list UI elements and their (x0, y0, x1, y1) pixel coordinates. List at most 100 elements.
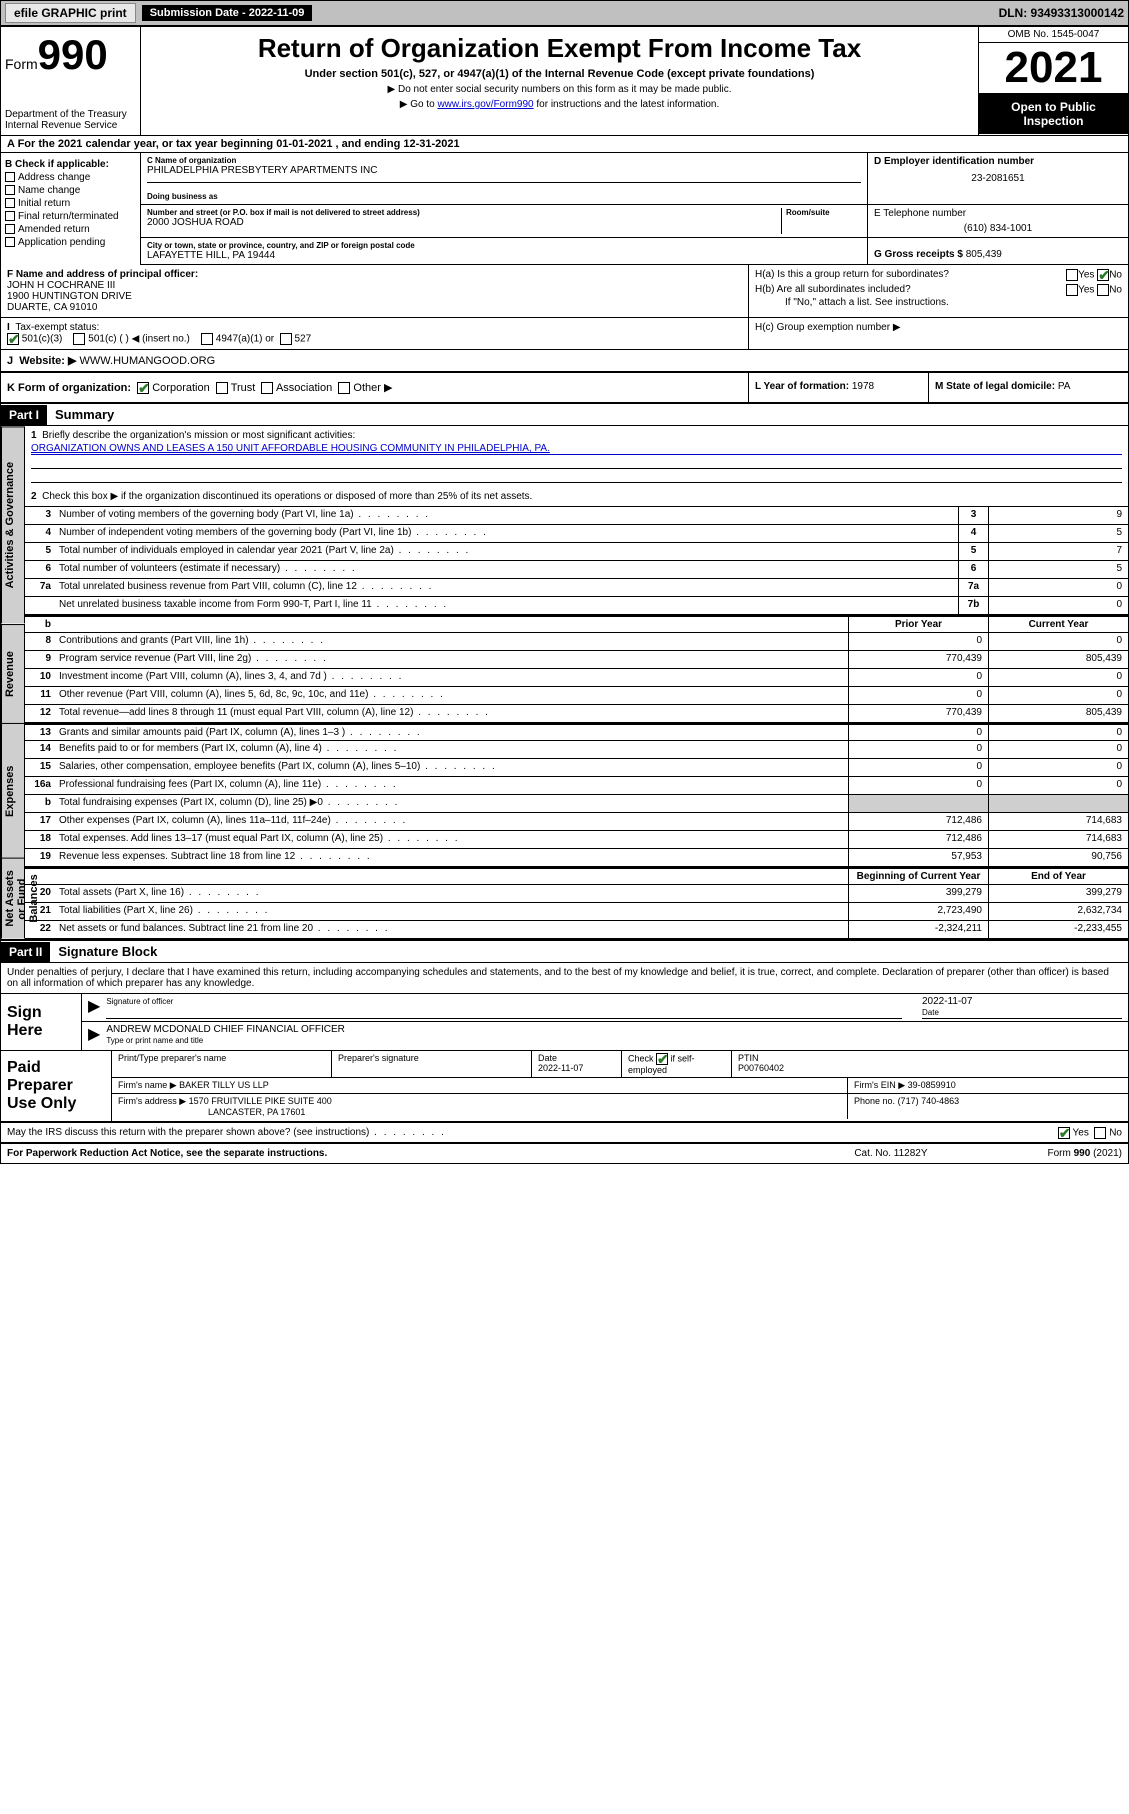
other-check[interactable] (338, 382, 350, 394)
firm-addr-label: Firm's address ▶ (118, 1096, 186, 1106)
name-title-label: Type or print name and title (106, 1036, 203, 1045)
corp-check[interactable] (137, 382, 149, 394)
mission-block: 1 Briefly describe the organization's mi… (25, 426, 1128, 507)
form-org-label: K Form of organization: (7, 382, 131, 394)
irs-link[interactable]: www.irs.gov/Form990 (437, 99, 533, 110)
summary-line: 11Other revenue (Part VIII, column (A), … (25, 687, 1128, 705)
ptin-value: P00760402 (738, 1063, 784, 1073)
colb-item[interactable]: Application pending (5, 237, 136, 248)
4947-check[interactable] (201, 333, 213, 345)
ha-yes[interactable] (1066, 269, 1078, 281)
note2-pre: ▶ Go to (400, 99, 438, 110)
end-year-hdr: End of Year (988, 869, 1128, 884)
dln: DLN: 93493313000142 (999, 6, 1124, 20)
colb-item[interactable]: Name change (5, 185, 136, 196)
firm-name-label: Firm's name ▶ (118, 1080, 177, 1090)
footer: For Paperwork Reduction Act Notice, see … (1, 1144, 1128, 1163)
date-label: Date (922, 1008, 939, 1017)
colb-item[interactable]: Initial return (5, 198, 136, 209)
header-mid: Return of Organization Exempt From Incom… (141, 27, 978, 135)
ha-no[interactable] (1097, 269, 1109, 281)
tel-value: (610) 834-1001 (874, 223, 1122, 234)
summary-line: 10Investment income (Part VIII, column (… (25, 669, 1128, 687)
summary-line: 17Other expenses (Part IX, column (A), l… (25, 813, 1128, 831)
blank: b (25, 617, 55, 632)
city-value: LAFAYETTE HILL, PA 19444 (147, 250, 861, 261)
assoc-check[interactable] (261, 382, 273, 394)
city-label: City or town, state or province, country… (147, 241, 861, 250)
note-ssn: ▶ Do not enter social security numbers o… (147, 84, 972, 95)
501c-check[interactable] (73, 333, 85, 345)
hb-label: H(b) Are all subordinates included? (755, 284, 911, 295)
sig-officer-label: Signature of officer (106, 997, 173, 1006)
hb-no[interactable] (1097, 284, 1109, 296)
sign-here-label: Sign Here (1, 994, 81, 1050)
website-label: Website: ▶ (19, 355, 76, 367)
discuss-yes[interactable] (1058, 1127, 1070, 1139)
opt-corp: Corporation (152, 382, 209, 394)
hb-yes[interactable] (1066, 284, 1078, 296)
domicile-label: M State of legal domicile: (935, 381, 1055, 392)
527-check[interactable] (280, 333, 292, 345)
mission-text[interactable]: ORGANIZATION OWNS AND LEASES A 150 UNIT … (31, 443, 1122, 455)
colb-item[interactable]: Final return/terminated (5, 211, 136, 222)
row-klm: K Form of organization: Corporation Trus… (1, 373, 1128, 404)
dba-label: Doing business as (147, 192, 861, 201)
no3: No (1109, 1128, 1122, 1139)
part2-title: Signature Block (50, 941, 165, 962)
summary-line: 16aProfessional fundraising fees (Part I… (25, 777, 1128, 795)
summary-section: Activities & Governance Revenue Expenses… (1, 426, 1128, 939)
open-inspection: Open to Public Inspection (979, 94, 1128, 134)
opt-501c: 501(c) ( ) ◀ (insert no.) (88, 334, 190, 345)
trust-check[interactable] (216, 382, 228, 394)
current-year-hdr: Current Year (988, 617, 1128, 632)
opt-4947: 4947(a)(1) or (216, 334, 274, 345)
summary-line: 8Contributions and grants (Part VIII, li… (25, 633, 1128, 651)
cat-no: Cat. No. 11282Y (854, 1148, 927, 1159)
irs-label: Internal Revenue Service (5, 120, 136, 131)
prep-date: 2022-11-07 (538, 1063, 583, 1073)
prep-date-hdr: Date (538, 1053, 557, 1063)
efile-btn[interactable]: efile GRAPHIC print (5, 3, 136, 23)
form-word: Form (5, 56, 38, 72)
col-b: B Check if applicable: Address change Nam… (1, 153, 141, 265)
sign-date: 2022-11-07 (922, 996, 972, 1007)
year-formation-label: L Year of formation: (755, 381, 849, 392)
colb-item[interactable]: Address change (5, 172, 136, 183)
note-link: ▶ Go to www.irs.gov/Form990 for instruct… (147, 99, 972, 110)
summary-line: 5Total number of individuals employed in… (25, 543, 1128, 561)
501c3-check[interactable] (7, 333, 19, 345)
side-net: Net Assets or Fund Balances (1, 858, 25, 939)
part2-badge: Part II (1, 942, 50, 962)
opt-other: Other ▶ (353, 382, 392, 394)
opt-trust: Trust (231, 382, 256, 394)
colb-item[interactable]: Amended return (5, 224, 136, 235)
yes3: Yes (1073, 1128, 1089, 1139)
firm-addr2: LANCASTER, PA 17601 (208, 1107, 305, 1117)
hc-label: H(c) Group exemption number ▶ (755, 322, 1122, 333)
summary-line: 4Number of independent voting members of… (25, 525, 1128, 543)
officer-addr1: 1900 HUNTINGTON DRIVE (7, 291, 742, 302)
line2-text: Check this box ▶ if the organization dis… (42, 491, 532, 502)
officer-addr2: DUARTE, CA 91010 (7, 302, 742, 313)
col-c: C Name of organization PHILADELPHIA PRES… (141, 153, 1128, 265)
check-label: Check (628, 1053, 654, 1063)
summary-line: 15Salaries, other compensation, employee… (25, 759, 1128, 777)
signature-block: Under penalties of perjury, I declare th… (1, 963, 1128, 1144)
summary-line: 18Total expenses. Add lines 13–17 (must … (25, 831, 1128, 849)
summary-line: 3Number of voting members of the governi… (25, 507, 1128, 525)
part1-badge: Part I (1, 405, 47, 425)
addr-label: Number and street (or P.O. box if mail i… (147, 208, 781, 217)
room-label: Room/suite (786, 208, 861, 217)
col-b-hdr: B Check if applicable: (5, 159, 136, 170)
summary-line: bTotal fundraising expenses (Part IX, co… (25, 795, 1128, 813)
summary-line: 12Total revenue—add lines 8 through 11 (… (25, 705, 1128, 723)
no-text: No (1109, 270, 1122, 281)
part1-header: Part I Summary (1, 404, 1128, 426)
discuss-no[interactable] (1094, 1127, 1106, 1139)
self-emp-check[interactable] (656, 1053, 668, 1065)
summary-line: 21Total liabilities (Part X, line 26)2,7… (25, 903, 1128, 921)
summary-line: 22Net assets or fund balances. Subtract … (25, 921, 1128, 939)
year-formation: 1978 (852, 381, 874, 392)
header-left: Form990 Department of the Treasury Inter… (1, 27, 141, 135)
